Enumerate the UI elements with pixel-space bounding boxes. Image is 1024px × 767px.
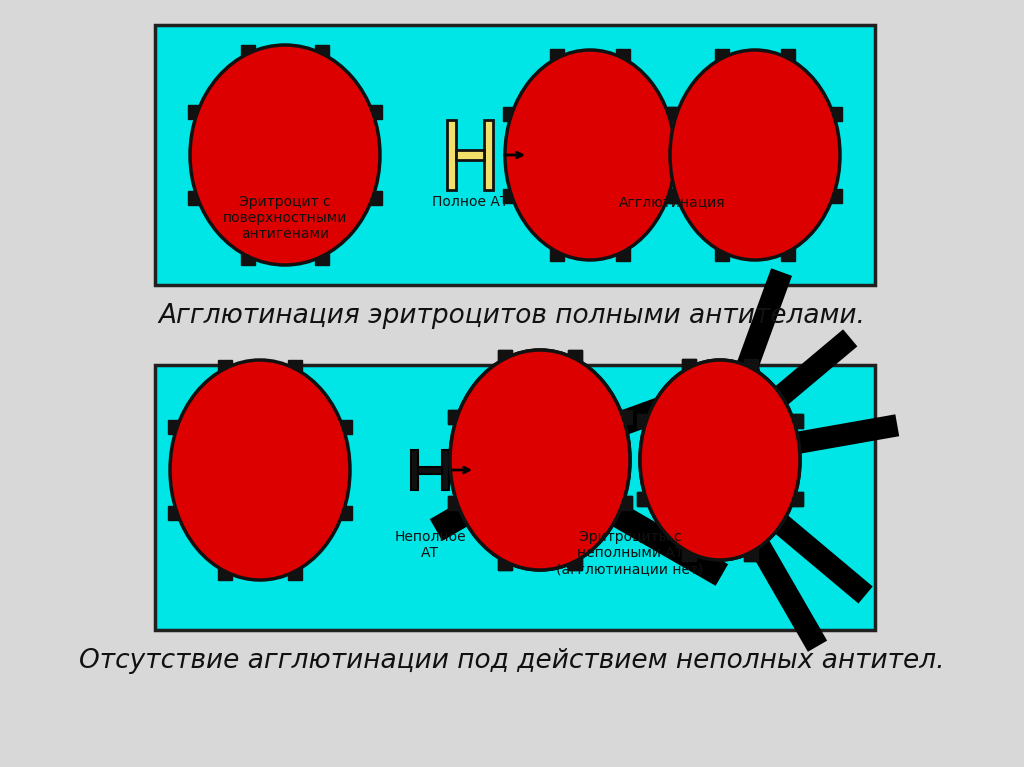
Bar [788,492,803,506]
Bar [155,25,874,285]
Bar [503,189,517,203]
Bar [781,247,796,261]
Bar [498,350,512,364]
Bar [744,547,759,561]
Bar [449,495,462,510]
Bar [288,360,302,374]
Bar [664,107,678,121]
Bar [484,120,493,190]
Bar [449,410,462,424]
Bar [338,506,352,520]
Bar [168,420,182,434]
Bar [618,495,632,510]
Ellipse shape [670,50,840,260]
Bar [828,189,843,203]
Bar [503,107,517,121]
Ellipse shape [190,45,380,265]
Bar [550,247,563,261]
Bar [447,120,456,190]
Bar [715,247,729,261]
Text: Эритроцит с
поверхностными
антигенами: Эритроцит с поверхностными антигенами [223,195,347,242]
Bar [637,492,651,506]
Bar [670,145,675,165]
Bar [744,359,759,373]
Bar [682,547,695,561]
Bar [449,410,462,424]
Bar [637,492,651,506]
Bar [241,44,255,58]
Ellipse shape [450,350,630,570]
Bar [498,557,512,571]
Text: Полное АТ: Полное АТ [432,195,508,209]
Text: Неполное
АТ: Неполное АТ [394,530,466,560]
Bar [218,567,231,581]
Bar [618,410,632,424]
Bar [682,359,695,373]
Bar [637,414,651,428]
Bar [744,359,759,373]
Bar [637,414,651,428]
Bar [442,450,449,490]
Bar [315,44,329,58]
Text: Агглютинация: Агглютинация [620,195,726,209]
Bar [664,189,678,203]
Bar [411,450,418,490]
Text: Эритроциты с
неполными АТ
(агглютинации нет): Эритроциты с неполными АТ (агглютинации … [556,530,703,576]
Bar [568,557,583,571]
Bar [828,107,843,121]
Bar [498,350,512,364]
Bar [449,495,462,510]
Bar [338,420,352,434]
Bar [155,365,874,630]
Bar [682,547,695,561]
Ellipse shape [640,360,800,560]
Bar [781,49,796,63]
Bar [241,252,255,265]
Bar [744,547,759,561]
Bar [188,105,203,119]
Bar [315,252,329,265]
Bar [616,49,631,63]
Bar [498,557,512,571]
Text: Агглютинация эритроцитов полными антителами.: Агглютинация эритроцитов полными антител… [159,303,865,329]
Bar [568,350,583,364]
Ellipse shape [170,360,350,580]
Bar [288,567,302,581]
Bar [456,150,484,160]
Bar [188,191,203,205]
Bar [715,49,729,63]
Bar [568,557,583,571]
Bar [368,105,382,119]
Bar [788,414,803,428]
Bar [618,495,632,510]
Bar [616,247,631,261]
Bar [418,466,442,473]
Bar [668,107,682,121]
Bar [218,360,231,374]
Bar [788,414,803,428]
Bar [788,492,803,506]
Bar [618,410,632,424]
Bar [368,191,382,205]
Bar [568,350,583,364]
Bar [682,359,695,373]
Bar [550,49,563,63]
Ellipse shape [505,50,675,260]
Ellipse shape [640,360,800,560]
Text: Отсутствие агглютинации под действием неполных антител.: Отсутствие агглютинации под действием не… [79,648,945,674]
Bar [168,506,182,520]
Bar [668,189,682,203]
Ellipse shape [450,350,630,570]
